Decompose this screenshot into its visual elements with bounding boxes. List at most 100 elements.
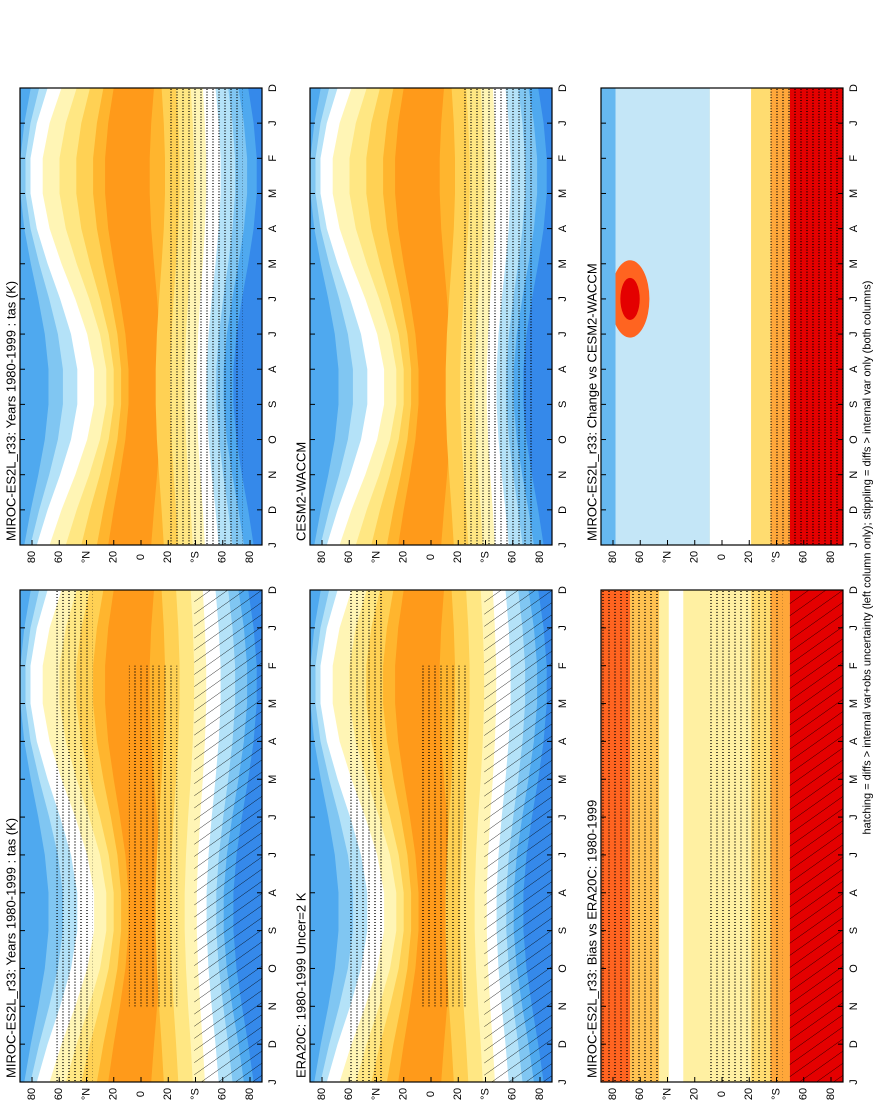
latitude-label: 20 [689, 551, 701, 563]
panel: D J F M A M J J A S O N D J 80 60 °N 20 0 20 °S 60 80 MIROC-ES2… [584, 586, 859, 1100]
month-label: J [848, 852, 860, 858]
month-label: A [848, 888, 860, 896]
month-label: D [267, 586, 279, 594]
month-label: M [557, 259, 569, 268]
month-label: O [557, 964, 569, 973]
month-label: J [557, 625, 569, 631]
month-label: S [557, 401, 569, 408]
latitude-label: °N [80, 551, 92, 563]
month-label: M [557, 189, 569, 198]
warm-bias-region [751, 88, 771, 545]
month-label: O [557, 435, 569, 444]
latitude-label: 60 [798, 551, 810, 563]
panel-field [20, 590, 262, 1082]
latitude-label: 0 [716, 1091, 728, 1097]
month-label: A [267, 888, 279, 896]
month-label: J [557, 296, 569, 302]
stippling [128, 665, 178, 1007]
latitude-label: °S [189, 1088, 201, 1100]
temperature-band [310, 590, 339, 1082]
month-label: M [557, 699, 569, 708]
latitude-label: 80 [534, 1088, 546, 1100]
month-label: M [848, 775, 860, 784]
month-label: F [848, 155, 860, 162]
latitude-label: 0 [425, 1091, 437, 1097]
month-label: M [267, 189, 279, 198]
neutral-region [668, 590, 684, 1082]
cool-region [601, 88, 616, 545]
month-label: F [267, 155, 279, 162]
month-label: O [267, 964, 279, 973]
month-label: A [848, 737, 860, 745]
latitude-label: 80 [26, 551, 38, 563]
month-label: O [267, 435, 279, 444]
month-label: D [848, 586, 860, 594]
month-label: D [848, 84, 860, 92]
latitude-label: 20 [162, 1088, 174, 1100]
stippling [460, 88, 533, 545]
panel-field [20, 88, 262, 545]
latitude-label: °N [370, 1088, 382, 1100]
month-label: N [267, 1002, 279, 1010]
month-label: J [267, 814, 279, 820]
month-label: A [267, 224, 279, 232]
month-label: J [267, 852, 279, 858]
panel-title: MIROC-ES2L_r33: Years 1980-1999 : tas (K… [3, 281, 18, 541]
latitude-label: 20 [689, 1088, 701, 1100]
month-label: D [557, 506, 569, 514]
month-label: F [557, 155, 569, 162]
month-label: F [557, 662, 569, 669]
month-label: J [557, 331, 569, 337]
latitude-label: 60 [217, 551, 229, 563]
latitude-label: 0 [425, 554, 437, 560]
panel: D J F M A M J J A S O N D J 80 60 °N 20 0 20 °S 60 80 MIROC-ES2… [584, 84, 859, 563]
month-label: N [557, 1002, 569, 1010]
latitude-label: °N [80, 1088, 92, 1100]
month-label: J [848, 331, 860, 337]
latitude-label: °N [661, 1088, 673, 1100]
month-label: M [848, 189, 860, 198]
latitude-label: 60 [53, 1088, 65, 1100]
month-label: J [267, 120, 279, 126]
temperature-band [20, 590, 49, 1082]
latitude-label: 20 [398, 551, 410, 563]
temperature-band [105, 88, 162, 545]
panel: D J F M A M J J A S O N D J 80 60 °N 20 0 20 °S 60 80 MIROC-ES2… [3, 84, 278, 563]
neutral-region [709, 88, 752, 545]
month-label: N [557, 471, 569, 479]
stippling [346, 590, 383, 1082]
latitude-label: 80 [244, 1088, 256, 1100]
latitude-label: 80 [607, 1088, 619, 1100]
stippling [709, 590, 783, 1082]
month-label: A [557, 888, 569, 896]
latitude-label: 60 [634, 1088, 646, 1100]
stippling [601, 590, 662, 1082]
month-label: J [557, 1079, 569, 1085]
latitude-label: 20 [162, 551, 174, 563]
panel-field [310, 88, 552, 545]
month-label: D [557, 586, 569, 594]
latitude-label: 60 [53, 551, 65, 563]
panel-title: MIROC-ES2L_r33: Change vs CESM2-WACCM [584, 263, 599, 541]
latitude-label: 80 [316, 1088, 328, 1100]
month-label: A [848, 224, 860, 232]
latitude-label: 60 [507, 1088, 519, 1100]
month-label: S [267, 927, 279, 934]
panel-field [310, 590, 552, 1082]
stippling [56, 590, 93, 1082]
warm-anomaly [620, 277, 640, 321]
month-label: D [557, 1040, 569, 1048]
latitude-label: °S [770, 551, 782, 563]
month-label: J [267, 625, 279, 631]
month-label: J [267, 1079, 279, 1085]
month-label: N [848, 1002, 860, 1010]
temperature-band [395, 88, 452, 545]
latitude-label: 60 [634, 551, 646, 563]
month-label: J [557, 542, 569, 548]
latitude-label: 20 [743, 551, 755, 563]
month-label: M [267, 775, 279, 784]
panel-title: MIROC-ES2L_r33: Years 1980-1999 : tas (K… [3, 818, 18, 1078]
month-label: J [848, 296, 860, 302]
hatching [789, 590, 843, 1082]
